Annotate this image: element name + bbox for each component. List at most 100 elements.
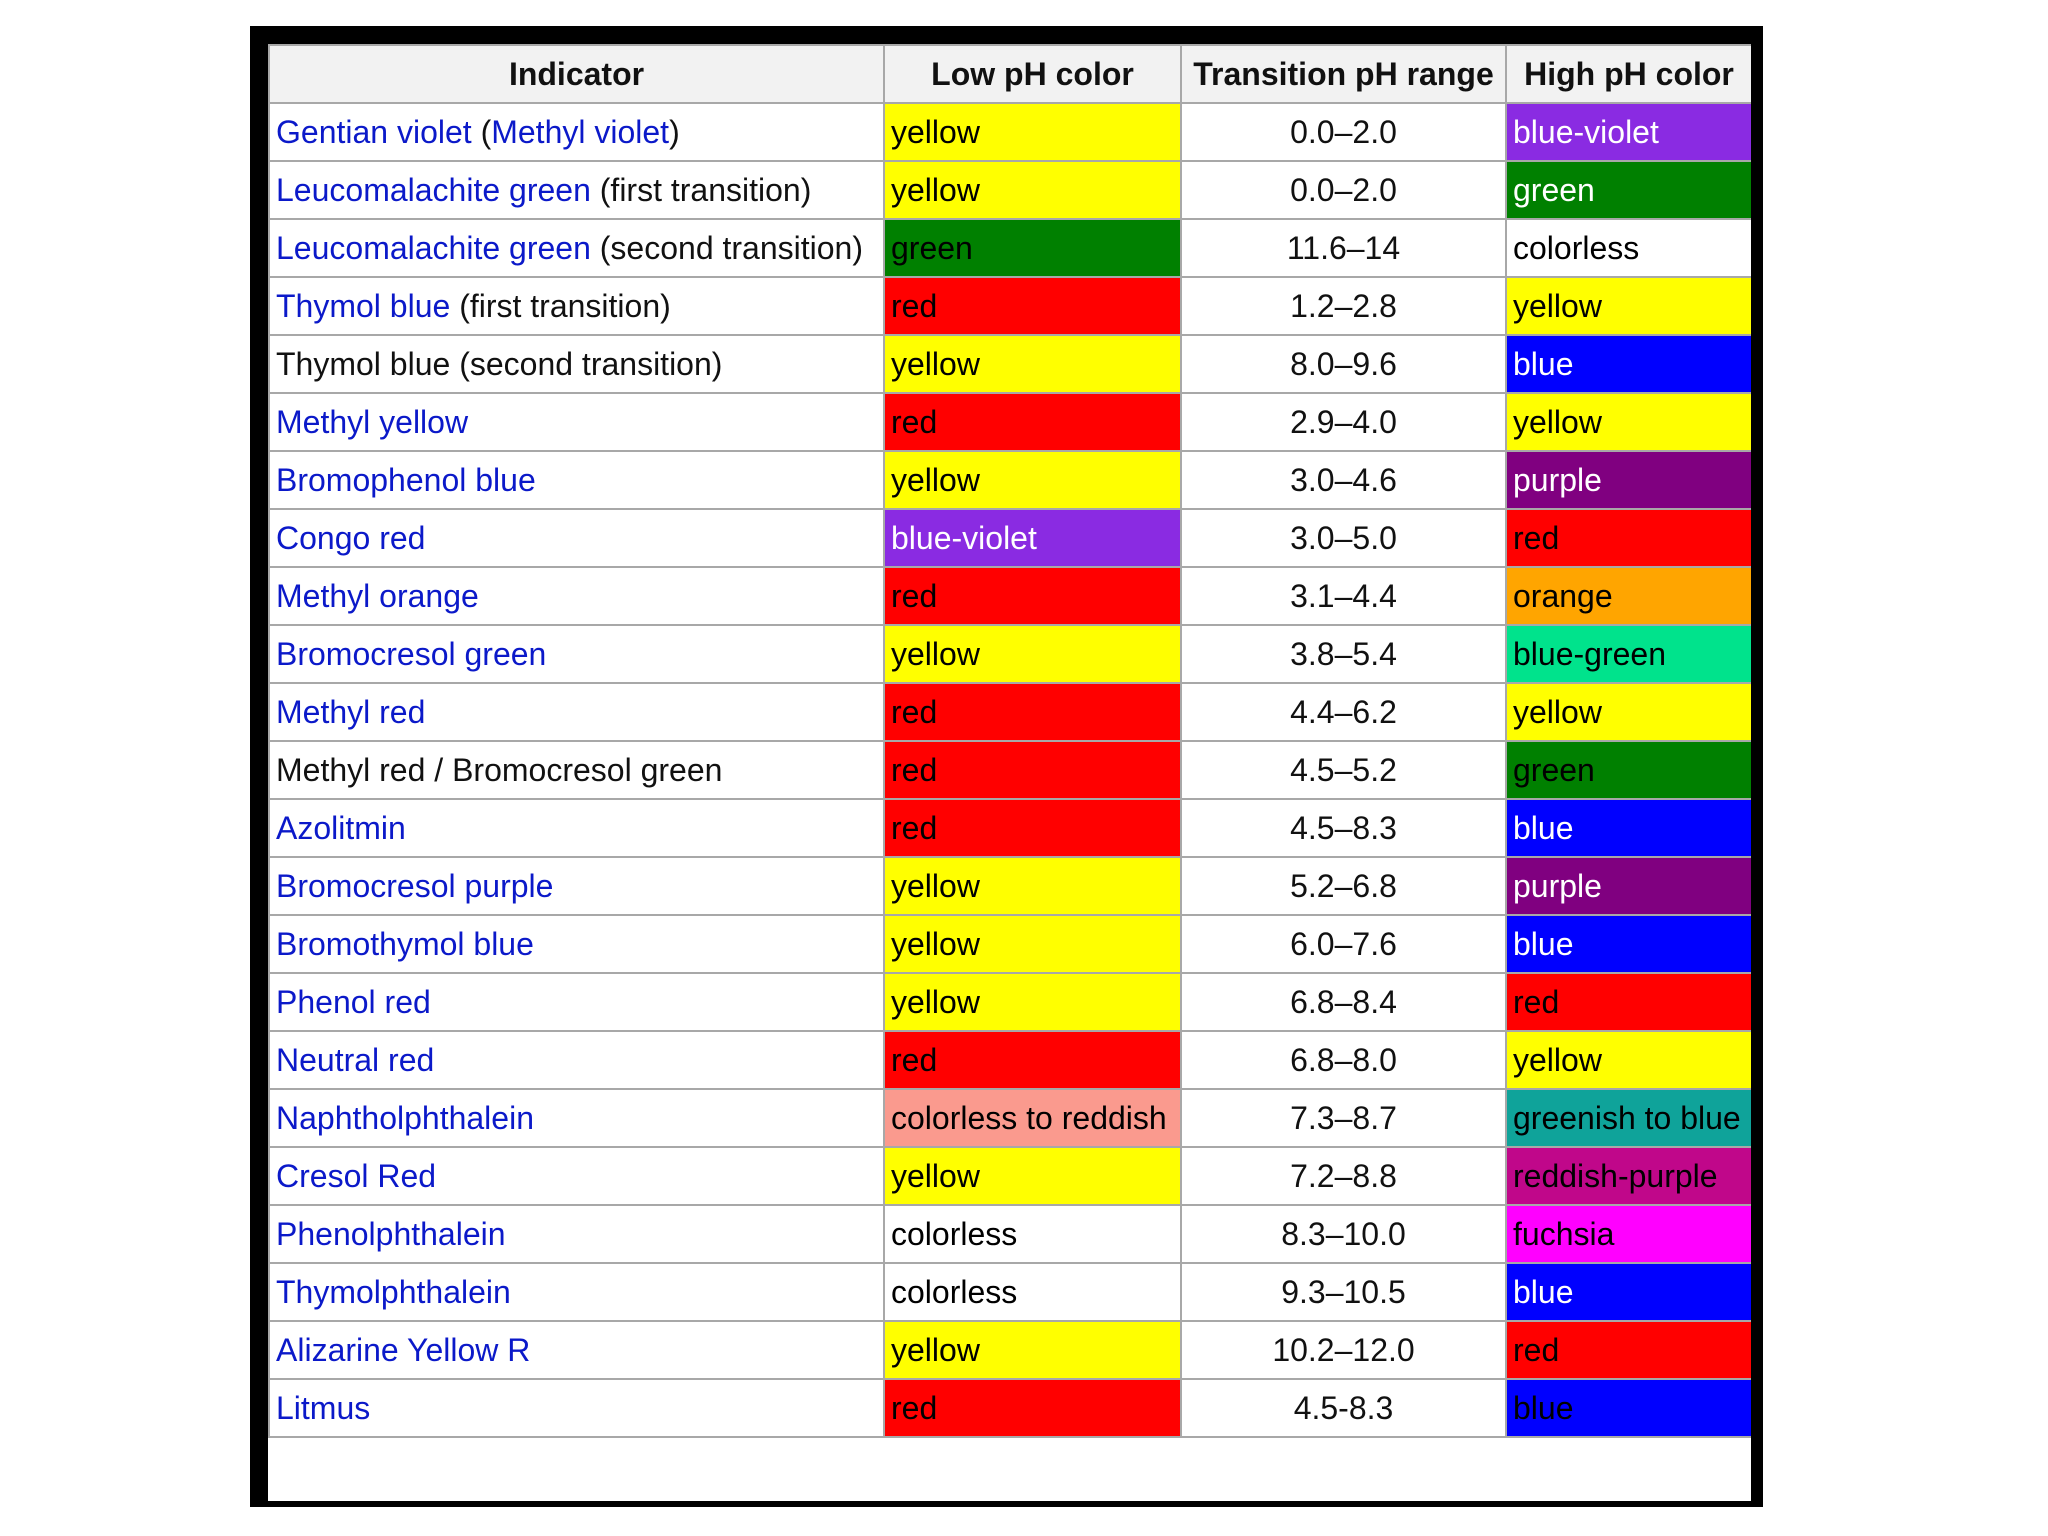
indicator-cell: Gentian violet (Methyl violet) <box>268 102 885 162</box>
indicator-text: (second transition) <box>590 230 863 266</box>
low-ph-color-cell: colorless <box>883 1262 1182 1322</box>
high-ph-color-cell: green <box>1505 740 1751 800</box>
low-ph-color-cell: yellow <box>883 1146 1182 1206</box>
high-ph-color-cell: blue <box>1505 1262 1751 1322</box>
table-row: Congo red blue-violet 3.0–5.0 red <box>268 508 1751 568</box>
transition-range-cell: 4.5–5.2 <box>1180 740 1507 800</box>
indicator-cell: Thymol blue (second transition) <box>268 334 885 394</box>
table-row: Methyl yellow red 2.9–4.0 yellow <box>268 392 1751 452</box>
high-ph-color-cell: red <box>1505 1320 1751 1380</box>
indicator-cell: Litmus <box>268 1378 885 1438</box>
indicator-cell: Phenol red <box>268 972 885 1032</box>
high-ph-color-cell: blue <box>1505 334 1751 394</box>
indicator-link[interactable]: Cresol Red <box>276 1158 437 1194</box>
transition-range-cell: 1.2–2.8 <box>1180 276 1507 336</box>
indicator-link[interactable]: Methyl orange <box>276 578 479 614</box>
high-ph-color-cell: yellow <box>1505 682 1751 742</box>
transition-range-cell: 7.3–8.7 <box>1180 1088 1507 1148</box>
high-ph-color-cell: blue <box>1505 1378 1751 1438</box>
table-row: Neutral red red 6.8–8.0 yellow <box>268 1030 1751 1090</box>
indicator-cell: Congo red <box>268 508 885 568</box>
transition-range-cell: 8.3–10.0 <box>1180 1204 1507 1264</box>
indicator-cell: Thymol blue (first transition) <box>268 276 885 336</box>
high-ph-color-cell: blue <box>1505 798 1751 858</box>
indicator-link[interactable]: Bromophenol blue <box>276 462 536 498</box>
high-ph-color-cell: purple <box>1505 450 1751 510</box>
indicator-cell: Phenolphthalein <box>268 1204 885 1264</box>
indicator-text: Methyl red / Bromocresol green <box>276 752 723 788</box>
indicator-link[interactable]: Methyl red <box>276 694 426 730</box>
indicator-link[interactable]: Congo red <box>276 520 426 556</box>
transition-range-cell: 11.6–14 <box>1180 218 1507 278</box>
indicator-link[interactable]: Alizarine Yellow R <box>276 1332 531 1368</box>
indicator-text: (first transition) <box>450 288 671 324</box>
header-transition-range: Transition pH range <box>1180 44 1507 104</box>
table-row: Bromocresol purple yellow 5.2–6.8 purple <box>268 856 1751 916</box>
transition-range-cell: 0.0–2.0 <box>1180 102 1507 162</box>
high-ph-color-cell: yellow <box>1505 1030 1751 1090</box>
high-ph-color-cell: colorless <box>1505 218 1751 278</box>
indicator-cell: Alizarine Yellow R <box>268 1320 885 1380</box>
indicator-link[interactable]: Thymol blue <box>276 288 451 324</box>
high-ph-color-cell: blue <box>1505 914 1751 974</box>
transition-range-cell: 4.5-8.3 <box>1180 1378 1507 1438</box>
transition-range-cell: 3.1–4.4 <box>1180 566 1507 626</box>
transition-range-cell: 7.2–8.8 <box>1180 1146 1507 1206</box>
table-row: Leucomalachite green (first transition) y… <box>268 160 1751 220</box>
table-row: Thymol blue (second transition) yellow 8.0… <box>268 334 1751 394</box>
table-row: Alizarine Yellow R yellow 10.2–12.0 red <box>268 1320 1751 1380</box>
indicator-link[interactable]: Leucomalachite green <box>276 230 591 266</box>
indicator-link[interactable]: Phenolphthalein <box>276 1216 506 1252</box>
table-body: Gentian violet (Methyl violet) yellow 0.0–… <box>268 102 1751 1438</box>
indicator-link[interactable]: Bromocresol green <box>276 636 547 672</box>
indicator-link[interactable]: Bromocresol purple <box>276 868 554 904</box>
transition-range-cell: 3.0–5.0 <box>1180 508 1507 568</box>
transition-range-cell: 2.9–4.0 <box>1180 392 1507 452</box>
high-ph-color-cell: fuchsia <box>1505 1204 1751 1264</box>
low-ph-color-cell: red <box>883 1030 1182 1090</box>
low-ph-color-cell: yellow <box>883 102 1182 162</box>
low-ph-color-cell: yellow <box>883 1320 1182 1380</box>
header-indicator: Indicator <box>268 44 885 104</box>
indicator-link[interactable]: Naphtholphthalein <box>276 1100 534 1136</box>
table-row: Bromocresol green yellow 3.8–5.4 blue-green <box>268 624 1751 684</box>
low-ph-color-cell: yellow <box>883 624 1182 684</box>
high-ph-color-cell: blue-violet <box>1505 102 1751 162</box>
transition-range-cell: 8.0–9.6 <box>1180 334 1507 394</box>
header-row: Indicator Low pH color Transition pH ran… <box>268 44 1751 104</box>
transition-range-cell: 3.0–4.6 <box>1180 450 1507 510</box>
table-row: Azolitmin red 4.5–8.3 blue <box>268 798 1751 858</box>
indicator-text: ) <box>669 114 680 150</box>
low-ph-color-cell: yellow <box>883 914 1182 974</box>
low-ph-color-cell: yellow <box>883 450 1182 510</box>
low-ph-color-cell: yellow <box>883 160 1182 220</box>
low-ph-color-cell: green <box>883 218 1182 278</box>
indicator-link[interactable]: Gentian violet <box>276 114 472 150</box>
low-ph-color-cell: yellow <box>883 334 1182 394</box>
indicator-link[interactable]: Litmus <box>276 1390 371 1426</box>
indicator-link[interactable]: Methyl violet <box>491 114 670 150</box>
indicator-cell: Neutral red <box>268 1030 885 1090</box>
high-ph-color-cell: red <box>1505 972 1751 1032</box>
indicator-link[interactable]: Thymolphthalein <box>276 1274 511 1310</box>
high-ph-color-cell: blue-green <box>1505 624 1751 684</box>
indicator-cell: Naphtholphthalein <box>268 1088 885 1148</box>
indicator-link[interactable]: Neutral red <box>276 1042 435 1078</box>
indicator-link[interactable]: Phenol red <box>276 984 431 1020</box>
indicator-link[interactable]: Azolitmin <box>276 810 406 846</box>
indicator-link[interactable]: Bromothymol blue <box>276 926 534 962</box>
indicator-link[interactable]: Leucomalachite green <box>276 172 591 208</box>
indicator-cell: Methyl yellow <box>268 392 885 452</box>
table-row: Cresol Red yellow 7.2–8.8 reddish-purple <box>268 1146 1751 1206</box>
low-ph-color-cell: blue-violet <box>883 508 1182 568</box>
low-ph-color-cell: red <box>883 276 1182 336</box>
indicator-cell: Bromothymol blue <box>268 914 885 974</box>
low-ph-color-cell: red <box>883 740 1182 800</box>
high-ph-color-cell: yellow <box>1505 276 1751 336</box>
indicator-link[interactable]: Methyl yellow <box>276 404 469 440</box>
indicator-cell: Methyl red <box>268 682 885 742</box>
table-row: Gentian violet (Methyl violet) yellow 0.0–… <box>268 102 1751 162</box>
indicator-cell: Methyl orange <box>268 566 885 626</box>
table-row: Methyl orange red 3.1–4.4 orange <box>268 566 1751 626</box>
table-row: Methyl red / Bromocresol green red 4.5–5.2… <box>268 740 1751 800</box>
